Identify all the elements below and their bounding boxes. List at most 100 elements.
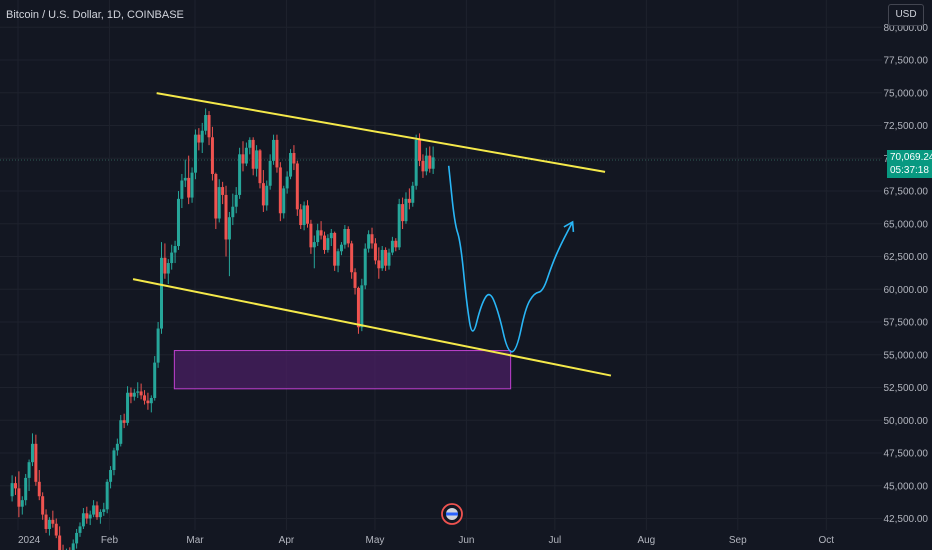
candle-body-up <box>92 505 96 515</box>
candle-body-down <box>221 187 225 195</box>
candle-body-up <box>268 160 272 186</box>
candle-body-down <box>143 395 147 401</box>
candle-body-up <box>390 240 394 253</box>
candle-body-up <box>75 532 79 544</box>
candle-body-down <box>350 243 354 273</box>
price-axis-tick-label: 50,000.00 <box>884 416 929 427</box>
candle-body-down <box>418 139 422 161</box>
candle-body-down <box>37 481 41 497</box>
tradingview-logo-icon[interactable] <box>441 503 463 525</box>
price-axis-tick-label: 62,500.00 <box>884 252 929 263</box>
candle-body-up <box>176 198 180 247</box>
candle-body-up <box>119 420 123 444</box>
last-price-value: 70,069.24 <box>890 152 932 163</box>
candle-body-down <box>295 163 299 210</box>
candle-body-up <box>380 249 384 269</box>
symbol-title: Bitcoin / U.S. Dollar, 1D, COINBASE <box>6 9 184 21</box>
candle-body-up <box>265 185 269 206</box>
last-price-tag: 70,069.24 05:37:18 <box>887 150 932 178</box>
projection-arrowhead-icon <box>563 220 575 232</box>
price-axis-tick-label: 75,000.00 <box>884 88 929 99</box>
candle-body-down <box>275 139 279 168</box>
candle-body-up <box>20 500 24 507</box>
candle-body-up <box>231 206 235 218</box>
candle-body-up <box>234 194 238 207</box>
candle-body-down <box>85 513 89 519</box>
candle-body-down <box>34 443 38 482</box>
candle-body-down <box>51 519 55 524</box>
price-axis[interactable]: 80,000.00 77,500.00 75,000.00 72,500.00 70,0… <box>884 23 929 525</box>
candle-body-down <box>373 243 377 261</box>
candle-body-down <box>261 183 265 206</box>
candle-body-up <box>285 176 289 189</box>
candle-body-up <box>149 397 153 404</box>
candle-body-down <box>421 160 425 172</box>
candlestick-series <box>10 108 435 550</box>
candle-body-up <box>126 392 130 423</box>
candle-body-down <box>394 240 398 248</box>
candle-body-up <box>153 362 157 398</box>
candle-body-down <box>163 257 167 274</box>
candle-body-up <box>102 509 106 512</box>
price-axis-tick-label: 45,000.00 <box>884 481 929 492</box>
time-axis-tick-label: Aug <box>637 535 655 546</box>
candle-body-up <box>115 443 119 451</box>
candle-body-up <box>180 180 184 199</box>
candle-body-down <box>197 134 201 143</box>
candle-body-down <box>353 272 357 288</box>
projection-path[interactable] <box>447 165 574 353</box>
time-axis[interactable]: 2024 Feb Mar Apr May Jun Jul Aug Sep Oct <box>18 535 834 546</box>
price-axis-tick-label: 57,500.00 <box>884 318 929 329</box>
candle-body-up <box>47 519 51 529</box>
candle-body-up <box>316 230 320 243</box>
upper-trendline[interactable] <box>156 92 606 173</box>
candle-body-up <box>156 328 160 363</box>
candle-body-up <box>411 185 415 203</box>
candle-body-down <box>207 115 211 138</box>
candle-body-up <box>336 251 340 266</box>
candle-body-down <box>95 505 99 518</box>
candle-body-down <box>401 204 405 222</box>
candle-body-up <box>88 514 92 519</box>
currency-button[interactable]: USD <box>888 4 924 26</box>
candle-body-up <box>105 481 109 510</box>
candle-body-down <box>13 483 17 489</box>
candle-body-down <box>428 155 432 169</box>
candle-body-up <box>339 244 343 252</box>
price-axis-tick-label: 42,500.00 <box>884 514 929 525</box>
candle-body-up <box>98 511 102 518</box>
candle-body-down <box>346 228 350 244</box>
candle-body-up <box>136 391 140 393</box>
demand-zone-rectangle[interactable] <box>173 350 512 390</box>
candle-body-up <box>387 252 391 266</box>
candle-body-up <box>424 155 428 172</box>
candle-body-down <box>251 139 255 169</box>
candle-body-up <box>190 172 194 198</box>
candle-body-down <box>44 514 48 529</box>
candle-body-up <box>217 187 221 219</box>
candle-body-down <box>210 137 214 174</box>
candle-body-up <box>363 248 367 286</box>
drawing-annotations[interactable] <box>132 92 612 377</box>
candle-body-up <box>204 115 208 131</box>
candle-body-down <box>54 523 58 536</box>
time-axis-tick-label: Jun <box>458 535 474 546</box>
lower-trendline[interactable] <box>132 278 612 377</box>
candle-body-down <box>187 177 191 198</box>
candle-body-down <box>407 198 411 203</box>
candle-body-down <box>224 194 228 240</box>
candle-body-up <box>244 147 248 164</box>
price-axis-tick-label: 65,000.00 <box>884 219 929 230</box>
candle-body-up <box>24 477 28 501</box>
time-axis-tick-label: Sep <box>729 535 747 546</box>
candle-body-up <box>109 470 113 482</box>
time-axis-tick-label: Oct <box>819 535 835 546</box>
candle-body-up <box>183 177 187 181</box>
candle-body-up <box>282 188 286 214</box>
time-axis-tick-label: Apr <box>279 535 295 546</box>
candle-body-up <box>397 204 401 248</box>
price-axis-tick-label: 47,500.00 <box>884 449 929 460</box>
candle-body-down <box>292 153 296 164</box>
candle-body-up <box>272 139 276 161</box>
